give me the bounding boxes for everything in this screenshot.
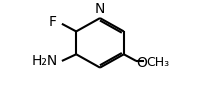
Text: N: N — [95, 2, 105, 16]
Text: O: O — [136, 56, 147, 70]
Text: CH₃: CH₃ — [146, 56, 169, 69]
Text: H₂N: H₂N — [32, 54, 58, 68]
Text: F: F — [48, 15, 56, 29]
